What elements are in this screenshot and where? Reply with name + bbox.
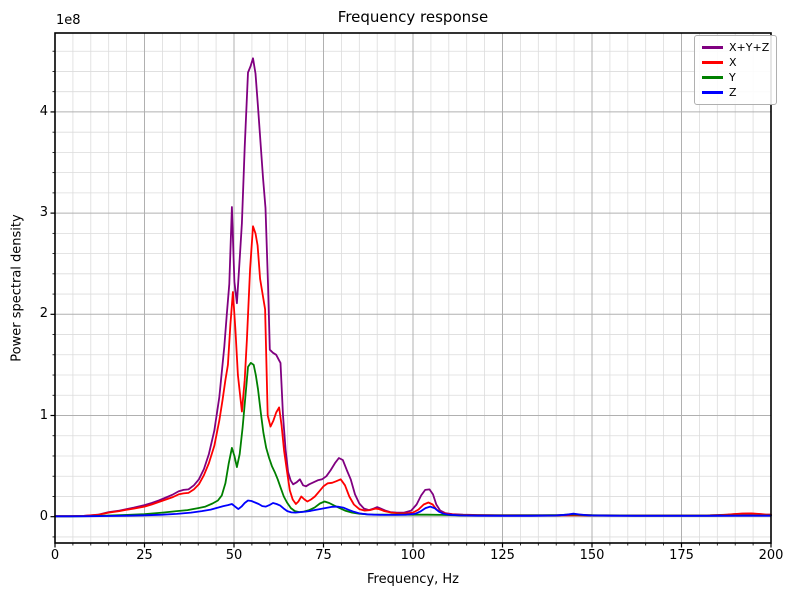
x-tick-label: 150 (579, 548, 605, 563)
legend-line-swatch (702, 76, 723, 79)
legend-item: X (702, 55, 769, 70)
series-line-Z (54, 499, 772, 518)
y-tick-label: 4 (39, 103, 48, 119)
x-tick-label: 125 (490, 548, 515, 563)
y-tick-label: 1 (39, 407, 48, 423)
x-tick-label: 200 (758, 548, 784, 563)
legend-item: X+Y+Z (702, 40, 769, 55)
y-axis-label: Power spectral density (9, 214, 25, 362)
x-tick-label: 25 (136, 548, 153, 563)
legend-line-swatch (702, 46, 723, 49)
legend-item-label: X (729, 55, 737, 69)
x-axis-label: Frequency, Hz (366, 572, 460, 587)
x-tick-label: 0 (50, 548, 60, 563)
chart-title: Frequency response (337, 8, 489, 26)
y-tick-label: 0 (39, 508, 48, 524)
legend: X+Y+Z X Y Z (694, 35, 778, 105)
x-tick-label: 50 (225, 548, 243, 563)
legend-item-label: X+Y+Z (729, 40, 770, 54)
y-axis-offset-text: 1e8 (56, 13, 81, 28)
legend-item-label: Z (729, 85, 737, 99)
x-tick-label: 75 (315, 548, 332, 563)
legend-item-label: Y (729, 70, 736, 84)
x-tick-label: 175 (669, 548, 694, 563)
legend-line-swatch (702, 61, 723, 64)
legend-item: Z (702, 85, 769, 100)
legend-item: Y (702, 70, 769, 85)
x-tick-label: 100 (400, 548, 426, 563)
y-tick-label: 2 (39, 306, 48, 322)
y-tick-label: 3 (39, 205, 48, 221)
legend-line-swatch (702, 91, 723, 94)
